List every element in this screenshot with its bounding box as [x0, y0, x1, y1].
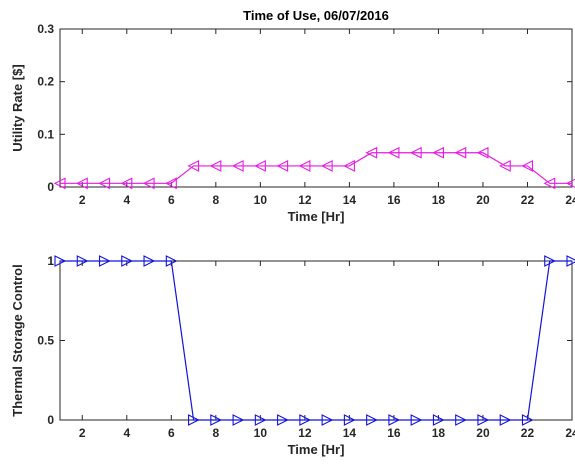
data-point-marker: [254, 160, 266, 172]
x-tick-label: 14: [343, 426, 357, 440]
data-point-marker: [432, 414, 445, 426]
data-point-marker: [143, 255, 156, 267]
y-tick-label: 0.1: [37, 127, 54, 141]
data-point-marker: [544, 255, 556, 267]
data-point-marker: [432, 146, 444, 159]
x-tick-label: 18: [432, 193, 446, 207]
data-point-marker: [187, 160, 200, 172]
data-point-marker: [276, 160, 289, 172]
y-tick-label: 1: [47, 254, 54, 268]
y-axis-label: Thermal Storage Control: [10, 264, 25, 416]
x-tick-label: 20: [476, 426, 490, 440]
x-tick-label: 24: [565, 426, 575, 440]
data-point-marker: [565, 178, 575, 188]
data-point-marker: [366, 414, 378, 426]
data-point-marker: [455, 414, 467, 426]
x-tick-label: 24: [565, 193, 575, 207]
data-point-marker: [321, 414, 334, 426]
x-tick-label: 8: [212, 426, 219, 440]
y-axis-label: Utility Rate [$]: [10, 64, 25, 151]
x-tick-label: 4: [123, 426, 130, 440]
x-tick-label: 8: [212, 193, 219, 207]
x-tick-label: 12: [298, 193, 312, 207]
x-tick-label: 18: [432, 426, 446, 440]
data-point-marker: [54, 255, 67, 267]
data-point-marker: [76, 255, 89, 267]
x-tick-label: 10: [254, 193, 268, 207]
data-point-marker: [254, 414, 267, 426]
data-point-marker: [521, 160, 534, 172]
x-tick-label: 6: [168, 426, 175, 440]
data-point-marker: [231, 160, 244, 172]
data-point-marker: [121, 255, 134, 267]
x-tick-label: 6: [168, 193, 175, 207]
data-point-marker: [409, 146, 422, 159]
x-axis-label: Time [Hr]: [288, 442, 345, 457]
data-point-marker: [232, 414, 245, 426]
x-tick-label: 10: [254, 426, 268, 440]
data-point-marker: [521, 414, 534, 426]
data-point-marker: [165, 177, 177, 190]
x-tick-label: 22: [521, 426, 535, 440]
data-point-marker: [120, 177, 133, 190]
data-point-marker: [299, 414, 312, 426]
data-point-marker: [209, 160, 222, 172]
data-point-marker: [477, 414, 490, 426]
data-point-marker: [388, 414, 401, 426]
data-point-marker: [410, 414, 423, 426]
plot-area: [59, 28, 573, 188]
data-point-marker: [165, 255, 178, 267]
x-tick-label: 4: [123, 193, 130, 207]
data-point-marker: [98, 255, 111, 267]
data-point-marker: [387, 146, 400, 159]
y-tick-label: 0.3: [37, 22, 54, 36]
data-point-marker: [343, 414, 356, 426]
data-point-marker: [142, 177, 155, 190]
x-tick-label: 16: [387, 426, 401, 440]
data-point-marker: [277, 414, 289, 426]
data-point-marker: [320, 160, 333, 172]
y-tick-label: 0: [47, 180, 54, 194]
y-tick-label: 0: [47, 413, 54, 427]
data-point-marker: [53, 177, 66, 190]
data-point-marker: [98, 177, 111, 190]
data-point-marker: [188, 414, 200, 426]
x-tick-label: 14: [343, 193, 357, 207]
chart-title: Time of Use, 06/07/2016: [243, 8, 389, 23]
data-point-marker: [476, 146, 489, 159]
x-tick-label: 22: [521, 193, 535, 207]
data-point-marker: [454, 146, 467, 159]
data-point-marker: [365, 146, 378, 159]
data-point-marker: [566, 255, 575, 267]
data-point-marker: [210, 414, 223, 426]
x-axis-label: Time [Hr]: [288, 209, 345, 224]
series-line: [60, 260, 572, 421]
data-point-marker: [343, 160, 355, 172]
x-tick-label: 20: [476, 193, 490, 207]
x-tick-label: 2: [79, 426, 86, 440]
plot-area: [59, 260, 573, 421]
data-point-marker: [76, 177, 88, 190]
data-point-marker: [298, 160, 311, 172]
x-tick-label: 16: [387, 193, 401, 207]
x-tick-label: 2: [79, 193, 86, 207]
data-point-marker: [499, 414, 512, 426]
x-tick-label: 12: [298, 426, 312, 440]
series-line: [60, 152, 572, 184]
y-tick-label: 0.5: [37, 334, 54, 348]
y-tick-label: 0.2: [37, 75, 54, 89]
data-point-marker: [498, 160, 511, 172]
data-point-marker: [543, 177, 556, 190]
